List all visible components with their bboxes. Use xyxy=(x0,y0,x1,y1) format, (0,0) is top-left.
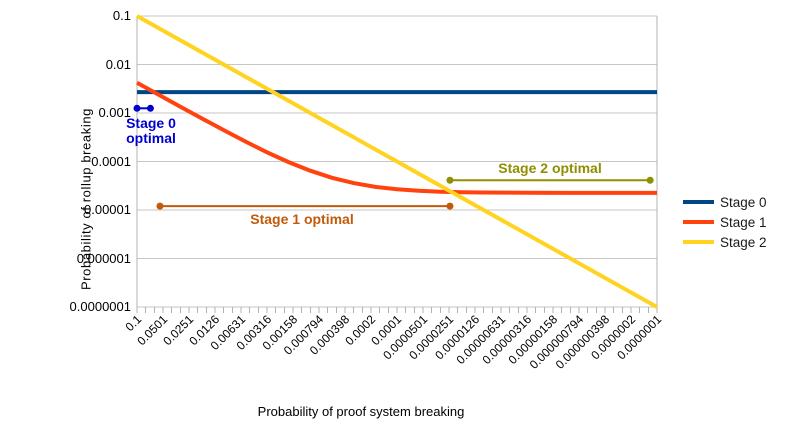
stage-0-optimal-label-line2: optimal xyxy=(126,130,176,146)
stage-1-line xyxy=(136,80,657,195)
stage-0-optimal-start-dot xyxy=(133,104,141,112)
legend-label-stage-1: Stage 1 xyxy=(720,214,767,230)
stage-1-line-swatch xyxy=(683,220,714,224)
legend-label-stage-2: Stage 2 xyxy=(720,234,767,250)
legend: Stage 0 Stage 1 Stage 2 xyxy=(683,192,767,252)
legend-item-stage-2: Stage 2 xyxy=(683,232,767,252)
stage-2-line xyxy=(136,14,658,309)
legend-item-stage-1: Stage 1 xyxy=(683,212,767,232)
y-tick-label: 0.001 xyxy=(98,105,131,120)
legend-label-stage-0: Stage 0 xyxy=(720,194,767,210)
y-axis-title: Probability of rollup breaking xyxy=(78,107,94,291)
y-tick-label: 0.0000001 xyxy=(69,299,131,314)
y-tick-label: 0.000001 xyxy=(76,250,131,266)
stage-1-optimal-label: Stage 1 optimal xyxy=(250,211,354,227)
stage-0-optimal-label-line1: Stage 0 xyxy=(126,115,176,131)
y-tick-label: 0.0001 xyxy=(91,153,131,169)
stage-0-optimal-label: Stage 0 optimal xyxy=(126,116,176,146)
stage-2-optimal-label: Stage 2 optimal xyxy=(498,160,602,176)
y-tick-label: 0.01 xyxy=(105,56,131,72)
y-tick-label: 0.00001 xyxy=(84,202,131,217)
legend-item-stage-0: Stage 0 xyxy=(683,192,767,212)
stage-1-optimal-end-dot xyxy=(446,202,454,210)
stage-0-line-swatch xyxy=(683,200,714,204)
stage-0-optimal-end-dot xyxy=(146,104,154,112)
stage-2-optimal-start-dot xyxy=(446,176,454,184)
stage-2-optimal-end-dot xyxy=(646,176,654,184)
y-tick-label: 0.1 xyxy=(112,8,131,23)
stage-1-optimal-start-dot xyxy=(156,202,164,210)
x-axis-title: Probability of proof system breaking xyxy=(257,404,465,419)
stage-2-line-swatch xyxy=(683,240,714,244)
